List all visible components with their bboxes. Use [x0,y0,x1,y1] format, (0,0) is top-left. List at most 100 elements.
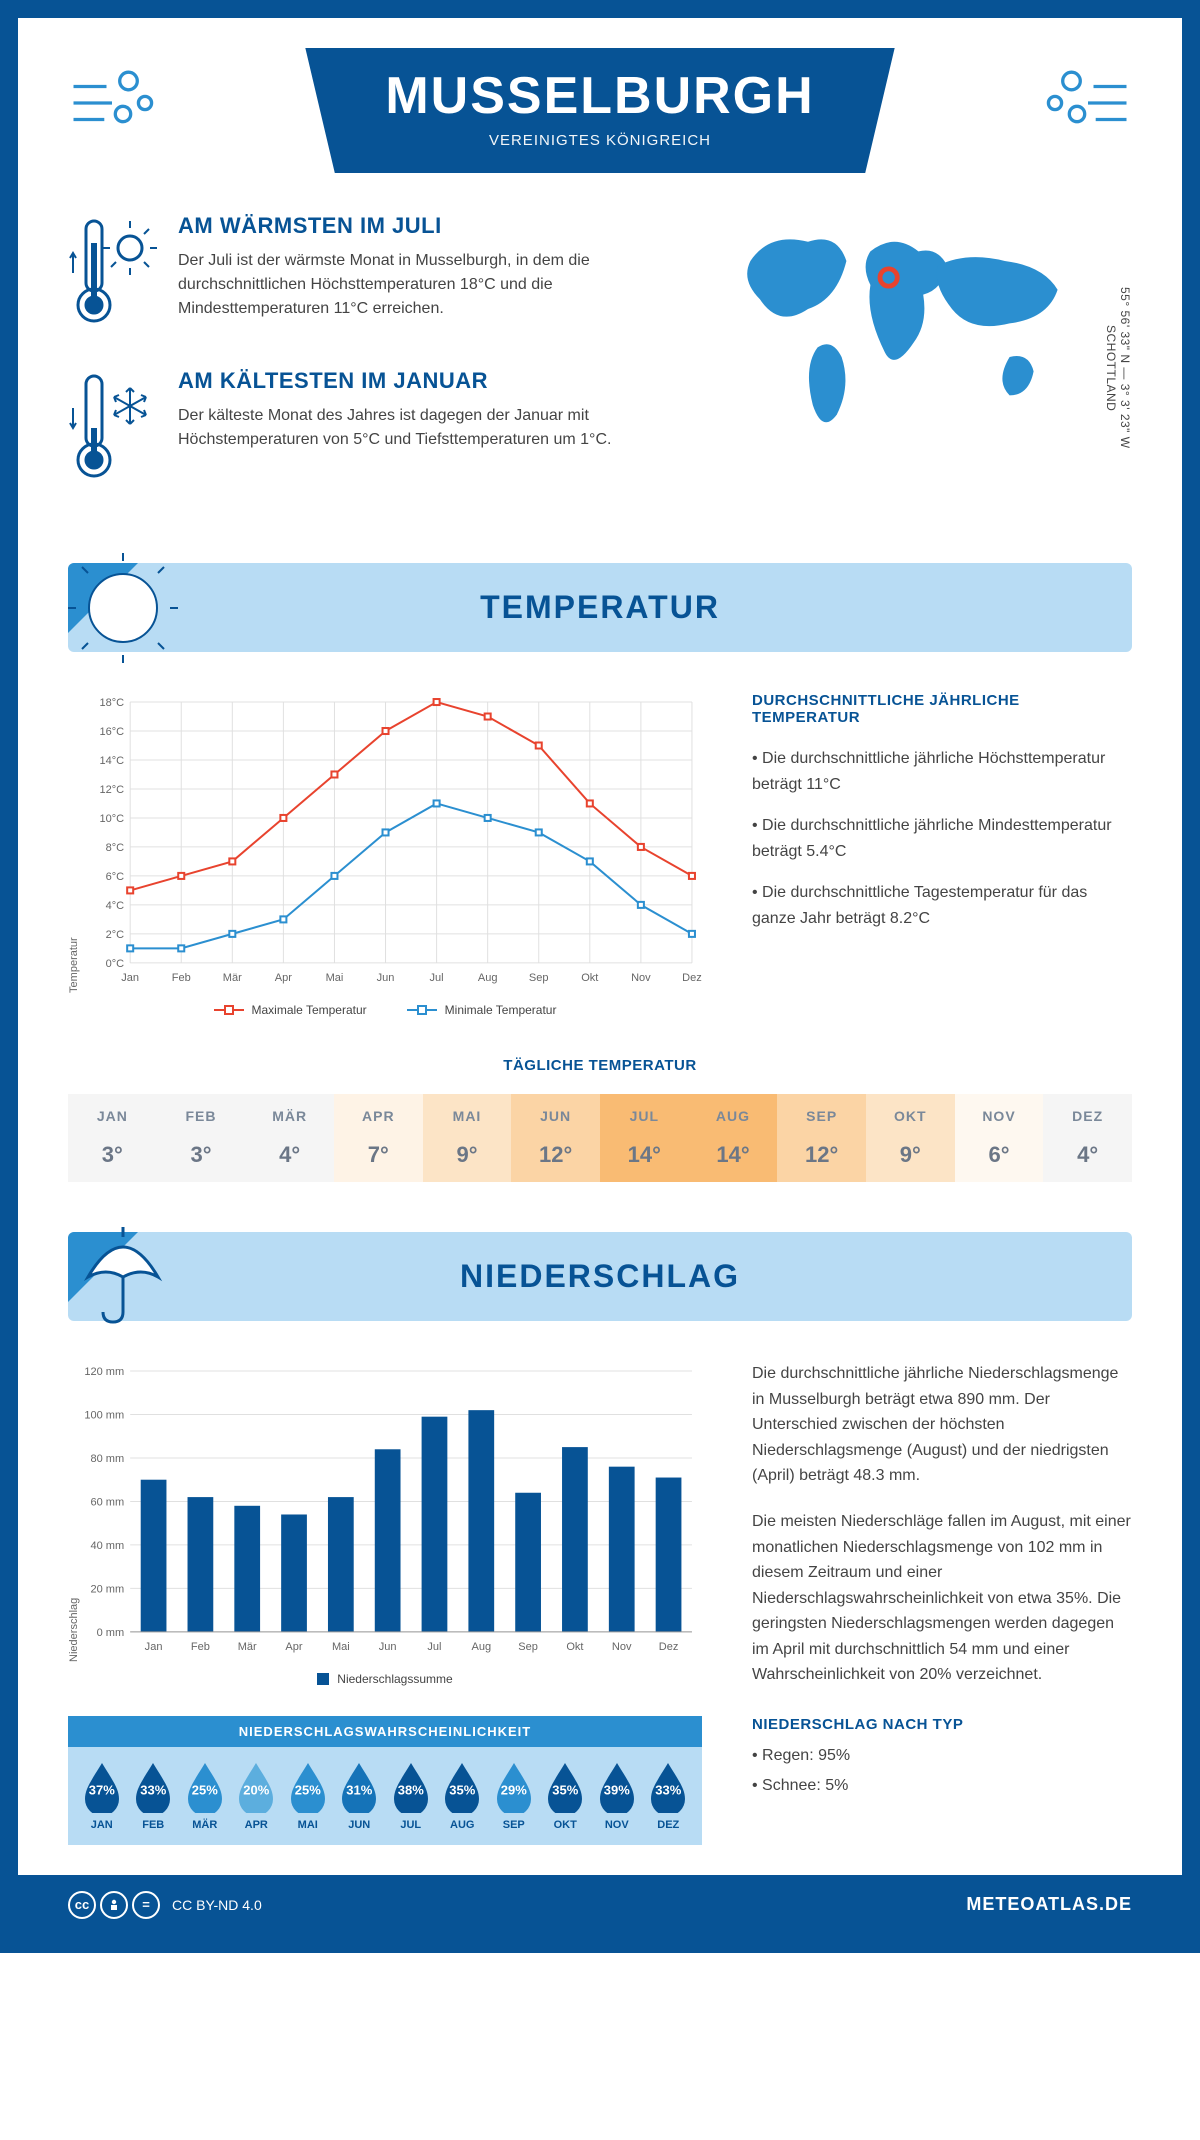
wind-icon [1022,48,1132,158]
svg-text:Nov: Nov [612,1641,632,1653]
svg-text:Feb: Feb [172,972,191,984]
nd-icon: = [132,1891,160,1919]
svg-text:8°C: 8°C [106,842,125,854]
prob-cell: 31%JUN [336,1761,384,1831]
warmest-block: AM WÄRMSTEN IM JULI Der Juli ist der wär… [68,213,672,338]
svg-text:14°C: 14°C [100,755,125,767]
prob-cell: 33%DEZ [645,1761,693,1831]
svg-text:Okt: Okt [581,972,598,984]
svg-text:Feb: Feb [191,1641,210,1653]
svg-text:Apr: Apr [285,1641,302,1653]
chart-ylabel: Temperatur [68,692,80,993]
svg-text:120 mm: 120 mm [84,1366,124,1378]
svg-text:10°C: 10°C [100,813,125,825]
svg-text:Jan: Jan [145,1641,163,1653]
daily-cell: JAN3° [68,1094,157,1182]
prob-cell: 38%JUL [387,1761,435,1831]
intro-section: AM WÄRMSTEN IM JULI Der Juli ist der wär… [68,213,1132,523]
svg-text:Mär: Mär [238,1641,257,1653]
svg-text:6°C: 6°C [106,871,125,883]
precipitation-probability: NIEDERSCHLAGSWAHRSCHEINLICHKEIT 37%JAN33… [68,1716,702,1845]
svg-text:2°C: 2°C [106,929,125,941]
daily-cell: AUG14° [689,1094,778,1182]
daily-cell: FEB3° [157,1094,246,1182]
precipitation-text: Die durchschnittliche jährliche Niedersc… [752,1361,1132,1845]
thermometer-cold-icon [68,368,158,493]
svg-text:4°C: 4°C [106,900,125,912]
temperature-summary: DURCHSCHNITTLICHE JÄHRLICHE TEMPERATUR •… [752,692,1132,1017]
svg-text:Okt: Okt [566,1641,583,1653]
temp-bullet: • Die durchschnittliche Tagestemperatur … [752,880,1132,931]
svg-text:18°C: 18°C [100,697,125,709]
section-title-temp: TEMPERATUR [480,589,720,626]
svg-text:0°C: 0°C [106,958,125,970]
license-text: CC BY-ND 4.0 [172,1897,262,1913]
coldest-heading: AM KÄLTESTEN IM JANUAR [178,368,672,394]
daily-cell: JUL14° [600,1094,689,1182]
prob-cell: 39%NOV [593,1761,641,1831]
header: MUSSELBURGH VEREINIGTES KÖNIGREICH [68,48,1132,173]
umbrella-icon [68,1222,178,1332]
svg-text:12°C: 12°C [100,784,125,796]
page-frame: MUSSELBURGH VEREINIGTES KÖNIGREICH AM WÄ… [0,0,1200,1953]
wind-icon [68,48,178,158]
cc-icons: cc = [68,1891,160,1919]
precipitation-chart: Niederschlag 0 mm20 mm40 mm60 mm80 mm100… [68,1361,702,1662]
svg-text:Jan: Jan [121,972,139,984]
prob-cell: 20%APR [233,1761,281,1831]
title-banner: MUSSELBURGH VEREINIGTES KÖNIGREICH [305,48,894,173]
daily-cell: APR7° [334,1094,423,1182]
svg-text:40 mm: 40 mm [90,1540,124,1552]
svg-text:Jul: Jul [430,972,444,984]
country-subtitle: VEREINIGTES KÖNIGREICH [385,132,814,149]
daily-cell: JUN12° [511,1094,600,1182]
coldest-text: Der kälteste Monat des Jahres ist dagege… [178,404,672,452]
daily-temperature-table: TÄGLICHE TEMPERATUR JAN3°FEB3°MÄR4°APR7°… [68,1057,1132,1182]
svg-text:Jun: Jun [379,1641,397,1653]
temp-bullet: • Die durchschnittliche jährliche Höchst… [752,746,1132,797]
warmest-heading: AM WÄRMSTEN IM JULI [178,213,672,239]
temp-bullet: • Die durchschnittliche jährliche Mindes… [752,813,1132,864]
warmest-text: Der Juli ist der wärmste Monat in Mussel… [178,249,672,321]
svg-text:Aug: Aug [471,1641,491,1653]
svg-text:Jun: Jun [377,972,395,984]
prob-cell: 33%FEB [130,1761,178,1831]
site-name: METEOATLAS.DE [966,1894,1132,1915]
svg-text:Sep: Sep [518,1641,538,1653]
svg-text:Mai: Mai [326,972,344,984]
svg-text:60 mm: 60 mm [90,1496,124,1508]
svg-text:Sep: Sep [529,972,549,984]
world-map [712,213,1096,523]
section-bar-temp: TEMPERATUR [68,563,1132,652]
daily-cell: SEP12° [777,1094,866,1182]
svg-text:80 mm: 80 mm [90,1453,124,1465]
daily-cell: OKT9° [866,1094,955,1182]
thermometer-hot-icon [68,213,158,338]
svg-text:Nov: Nov [631,972,651,984]
daily-cell: MAI9° [423,1094,512,1182]
section-title-precip: NIEDERSCHLAG [460,1258,740,1295]
svg-text:100 mm: 100 mm [84,1409,124,1421]
svg-text:Apr: Apr [275,972,292,984]
daily-cell: NOV6° [955,1094,1044,1182]
svg-text:0 mm: 0 mm [97,1627,125,1639]
svg-text:Mär: Mär [223,972,242,984]
chart-legend: Niederschlagssumme [68,1672,702,1686]
prob-cell: 25%MÄR [181,1761,229,1831]
prob-cell: 37%JAN [78,1761,126,1831]
svg-text:Dez: Dez [682,972,702,984]
svg-text:Aug: Aug [478,972,498,984]
by-icon [100,1891,128,1919]
footer: cc = CC BY-ND 4.0 METEOATLAS.DE [18,1875,1182,1935]
svg-text:Jul: Jul [427,1641,441,1653]
svg-text:20 mm: 20 mm [90,1583,124,1595]
cc-icon: cc [68,1891,96,1919]
chart-legend: Maximale Temperatur Minimale Temperatur [68,1003,702,1017]
svg-text:16°C: 16°C [100,726,125,738]
coldest-block: AM KÄLTESTEN IM JANUAR Der kälteste Mona… [68,368,672,493]
section-bar-precip: NIEDERSCHLAG [68,1232,1132,1321]
coordinates: 55° 56' 33" N — 3° 3' 23" W SCHOTTLAND [1096,213,1132,523]
prob-cell: 35%AUG [439,1761,487,1831]
prob-cell: 25%MAI [284,1761,332,1831]
prob-cell: 35%OKT [542,1761,590,1831]
